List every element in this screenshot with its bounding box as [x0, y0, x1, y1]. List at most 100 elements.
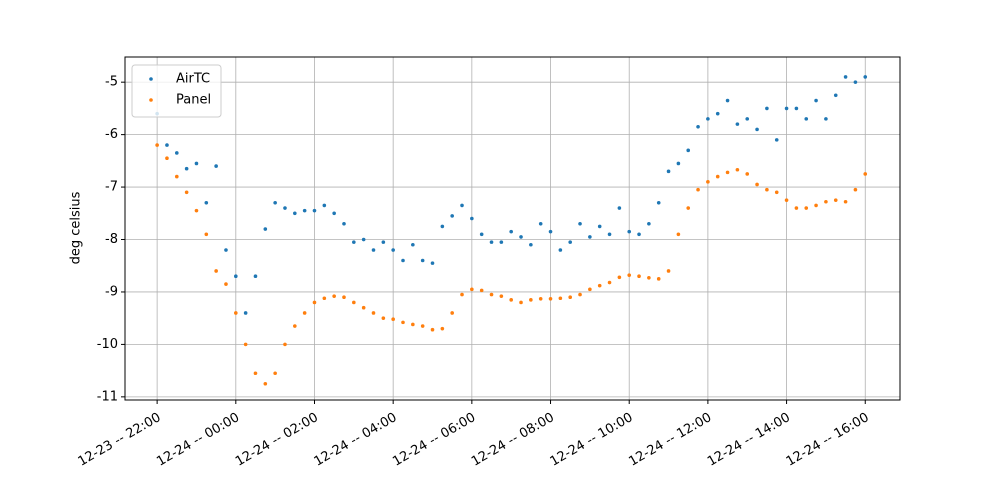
data-point	[499, 240, 504, 244]
data-point	[401, 258, 405, 263]
legend-label: AirTC	[176, 72, 210, 87]
data-point	[302, 311, 307, 315]
data-point	[243, 342, 248, 347]
data-point	[420, 258, 425, 263]
data-point	[430, 261, 435, 265]
data-point	[352, 240, 356, 244]
data-point	[371, 311, 376, 315]
data-point	[765, 106, 769, 111]
data-point	[489, 240, 494, 244]
y-axis-label: deg celsius	[69, 191, 84, 264]
data-point	[253, 274, 258, 279]
data-point	[361, 237, 366, 242]
data-point	[391, 248, 395, 252]
y-tick-label: -6	[105, 127, 118, 142]
data-point	[843, 199, 848, 204]
data-point	[479, 232, 484, 237]
y-tick-label: -8	[105, 232, 118, 247]
data-point	[538, 296, 543, 301]
data-point	[637, 274, 641, 279]
legend-label: Panel	[176, 93, 211, 108]
data-point	[607, 280, 612, 285]
data-point	[293, 211, 297, 216]
data-point	[470, 216, 474, 221]
data-point	[794, 206, 799, 210]
data-point	[647, 221, 651, 226]
data-point	[548, 229, 553, 234]
data-point	[263, 381, 268, 386]
data-point	[588, 235, 592, 239]
data-point	[332, 211, 336, 216]
data-point	[656, 277, 661, 281]
data-point	[234, 274, 238, 279]
data-point	[342, 221, 346, 226]
data-point	[706, 117, 710, 121]
data-point	[194, 161, 199, 166]
data-point	[273, 371, 277, 376]
data-point	[666, 169, 671, 174]
data-point	[224, 282, 228, 286]
data-point	[302, 208, 307, 213]
data-point	[509, 298, 513, 302]
data-point	[735, 122, 740, 126]
y-tick-label: -10	[97, 337, 118, 352]
data-point	[715, 174, 720, 179]
data-point	[519, 235, 523, 239]
data-point	[715, 111, 720, 116]
data-point	[430, 327, 435, 332]
data-point	[617, 275, 622, 280]
data-point	[322, 296, 327, 301]
data-point	[253, 371, 258, 376]
data-point	[725, 98, 730, 103]
data-point	[342, 295, 346, 300]
y-tick-label: -11	[97, 389, 118, 404]
data-point	[833, 93, 838, 98]
data-point	[194, 208, 199, 213]
data-point	[784, 106, 789, 111]
data-point	[332, 294, 336, 298]
data-point	[814, 203, 818, 208]
data-point	[499, 294, 504, 298]
data-point	[283, 206, 287, 210]
data-point	[696, 187, 700, 192]
data-point	[745, 172, 750, 176]
data-point	[391, 317, 395, 322]
legend-marker	[149, 77, 153, 81]
y-tick-label: -5	[105, 75, 118, 90]
data-point	[578, 292, 582, 297]
data-point	[666, 269, 671, 273]
data-point	[784, 198, 789, 202]
data-point	[696, 124, 700, 129]
data-point	[411, 242, 415, 247]
data-point	[725, 170, 730, 175]
data-point	[529, 242, 533, 247]
data-point	[352, 300, 356, 305]
data-point	[263, 227, 268, 231]
data-point	[607, 232, 612, 237]
data-point	[735, 167, 740, 172]
data-point	[312, 300, 317, 305]
data-point	[509, 229, 513, 234]
data-point	[489, 292, 494, 297]
legend-marker	[149, 98, 153, 102]
data-point	[165, 143, 169, 147]
data-point	[656, 201, 661, 205]
data-point	[588, 287, 592, 292]
data-point	[824, 199, 828, 204]
data-point	[234, 311, 238, 315]
plot-area	[155, 75, 868, 386]
y-tick-label: -9	[105, 284, 118, 299]
data-point	[273, 201, 277, 205]
data-point	[184, 190, 189, 195]
data-point	[676, 161, 681, 166]
data-point	[519, 300, 523, 305]
data-point	[755, 127, 759, 132]
data-point	[312, 208, 317, 213]
data-point	[706, 180, 710, 184]
data-point	[774, 138, 779, 142]
data-point	[843, 75, 848, 79]
data-point	[804, 206, 809, 210]
data-point	[774, 190, 779, 195]
data-point	[538, 221, 543, 226]
